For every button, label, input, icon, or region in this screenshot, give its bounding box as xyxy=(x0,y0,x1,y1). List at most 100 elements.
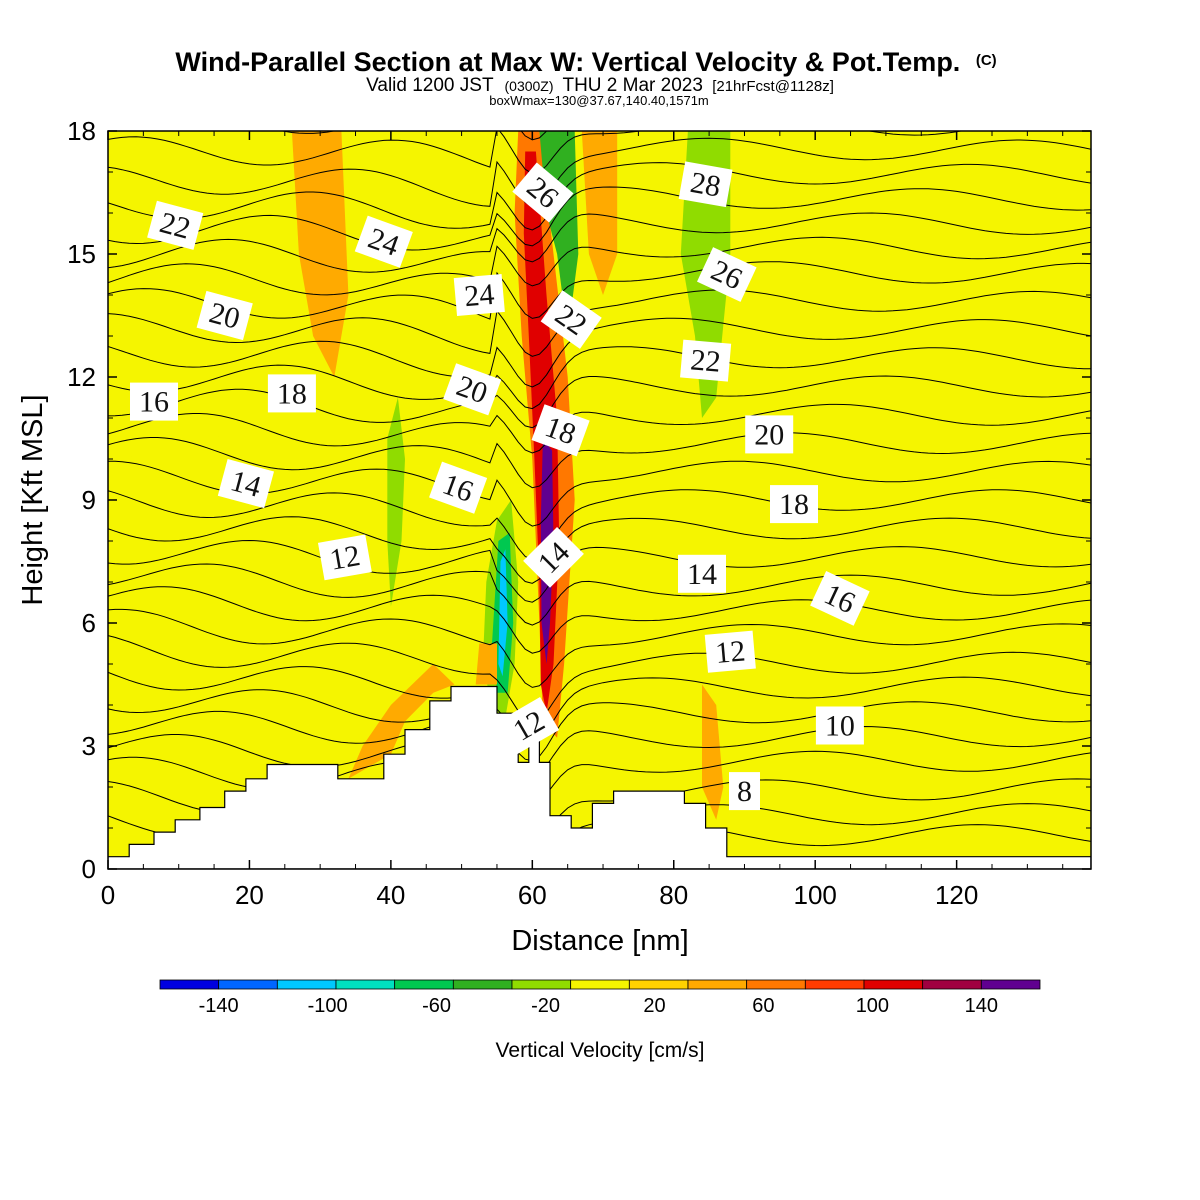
colorbar-swatch xyxy=(159,979,220,990)
x-axis-title: Distance [nm] xyxy=(511,925,688,957)
chart-title-text: Wind-Parallel Section at Max W: Vertical… xyxy=(175,47,960,77)
contour-label-text: 10 xyxy=(825,710,855,743)
contour-label-bg xyxy=(680,339,732,382)
velocity-region-19 xyxy=(581,131,618,295)
theta-contour-line-21 xyxy=(108,635,1091,724)
contour-label-bg xyxy=(678,161,733,208)
contour-label-text: 8 xyxy=(737,775,752,808)
terrain xyxy=(108,685,1091,869)
contour-label-bg xyxy=(540,290,602,349)
contour-label-text: 20 xyxy=(754,418,784,451)
colorbar-swatch xyxy=(922,979,982,990)
theta-contour-line-5 xyxy=(108,212,1091,273)
y-tick-label: 12 xyxy=(67,362,96,392)
contour-label-21: 12 xyxy=(704,630,756,673)
contour-label-19: 14 xyxy=(678,554,726,593)
contour-label-bg xyxy=(810,571,870,626)
contour-label-5: 24 xyxy=(453,273,505,317)
contour-label-bg xyxy=(429,461,488,514)
y-tick-label: 6 xyxy=(82,608,96,638)
x-tick-label: 0 xyxy=(101,880,115,910)
velocity-region-3 xyxy=(376,377,490,664)
contour-label-bg xyxy=(196,290,253,341)
y-tick-label: 15 xyxy=(67,239,96,269)
colorbar-title: Vertical Velocity [cm/s] xyxy=(496,1039,705,1062)
x-tick-label: 60 xyxy=(518,880,547,910)
contour-label-bg xyxy=(815,706,864,745)
contour-label-0: 22 xyxy=(147,200,204,250)
contour-label-1: 24 xyxy=(354,215,413,268)
contour-label-bg xyxy=(729,772,760,811)
y-tick-label: 0 xyxy=(82,854,96,884)
contour-label-17: 12 xyxy=(317,534,372,581)
contour-label-11: 22 xyxy=(680,339,732,382)
theta-contour-line-8 xyxy=(108,289,1091,357)
chart-subtitle: Valid 1200 JST (0300Z) THU 2 Mar 2023 [2… xyxy=(366,75,834,96)
colorbar-label: -20 xyxy=(531,995,560,1017)
velocity-region-0 xyxy=(108,131,250,541)
contour-label-9: 20 xyxy=(443,363,502,416)
y-axis: 0 3 6 9 12 15 18 xyxy=(67,116,1091,884)
colorbar-swatch xyxy=(452,979,513,990)
theta-contour-line-1 xyxy=(108,131,964,175)
theta-contour-line-3 xyxy=(108,162,1091,231)
velocity-region-1 xyxy=(192,336,363,763)
contour-label-6: 26 xyxy=(697,247,757,302)
terrain-profile xyxy=(108,685,1091,869)
subtitle-valid: Valid 1200 JST xyxy=(366,75,494,96)
theta-contour-line-25 xyxy=(108,734,1091,804)
theta-contour-line-18 xyxy=(108,563,1091,626)
chart-annotation: boxWmax=130@37.67,140.40,1571m xyxy=(489,93,709,108)
contour-label-bg xyxy=(130,382,178,421)
contour-label-text: 24 xyxy=(463,278,496,313)
contour-label-bg xyxy=(217,459,274,509)
colorbar-label: -140 xyxy=(199,995,239,1017)
theta-contour-line-12 xyxy=(108,403,1091,454)
contour-label-bg xyxy=(147,200,204,250)
colorbar-label: -60 xyxy=(422,995,451,1017)
colorbar-label: 60 xyxy=(752,995,774,1017)
contour-label-14: 18 xyxy=(531,404,590,457)
contour-label-bg xyxy=(697,247,757,302)
theta-contour-line-24 xyxy=(108,710,1091,779)
contour-label-bg xyxy=(745,415,794,454)
colorbar-label: 140 xyxy=(965,995,998,1017)
x-tick-label: 120 xyxy=(935,880,978,910)
x-tick-label: 100 xyxy=(793,880,836,910)
subtitle-forecast: [21hrFcst@1128z] xyxy=(712,78,834,95)
contour-label-22: 10 xyxy=(815,706,864,745)
theta-contour-line-13 xyxy=(108,432,1091,489)
contour-label-bg xyxy=(704,630,756,673)
contour-label-text: 18 xyxy=(277,377,307,410)
x-tick-label: 80 xyxy=(659,880,688,910)
contour-label-bg xyxy=(354,215,413,268)
x-axis: 0 20 40 60 80 100 120 xyxy=(101,131,1064,910)
colorbar-swatch xyxy=(335,979,396,990)
colorbar-swatch xyxy=(804,979,865,990)
colorbar-label: -100 xyxy=(308,995,348,1017)
y-tick-label: 9 xyxy=(82,485,96,515)
subtitle-date: THU 2 Mar 2023 xyxy=(562,75,702,96)
colorbar-label: 20 xyxy=(643,995,665,1017)
y-tick-label: 18 xyxy=(67,116,96,146)
theta-contour-line-15 xyxy=(108,489,1091,560)
theta-contour-line-9 xyxy=(108,317,1091,388)
contour-label-24: 8 xyxy=(729,772,760,811)
contour-label-4: 20 xyxy=(196,290,253,341)
chart-title-suffix: (C) xyxy=(976,52,997,69)
contour-label-bg xyxy=(498,697,560,754)
theta-contour-line-6 xyxy=(108,236,1091,296)
contour-label-7: 16 xyxy=(130,382,178,421)
theta-contour-line-20 xyxy=(108,608,1091,688)
colorbar-swatch xyxy=(746,979,806,990)
contour-label-text: 22 xyxy=(689,343,722,378)
subtitle-utc: (0300Z) xyxy=(505,78,554,94)
colorbar-swatch xyxy=(628,979,689,990)
theta-contour-line-4 xyxy=(108,186,1091,251)
contour-label-3: 28 xyxy=(678,161,733,208)
colorbar-swatch xyxy=(570,979,630,990)
theta-contour-line-7 xyxy=(108,261,1091,320)
x-tick-label: 20 xyxy=(235,880,264,910)
y-axis-title: Height [Kft MSL] xyxy=(17,394,49,605)
